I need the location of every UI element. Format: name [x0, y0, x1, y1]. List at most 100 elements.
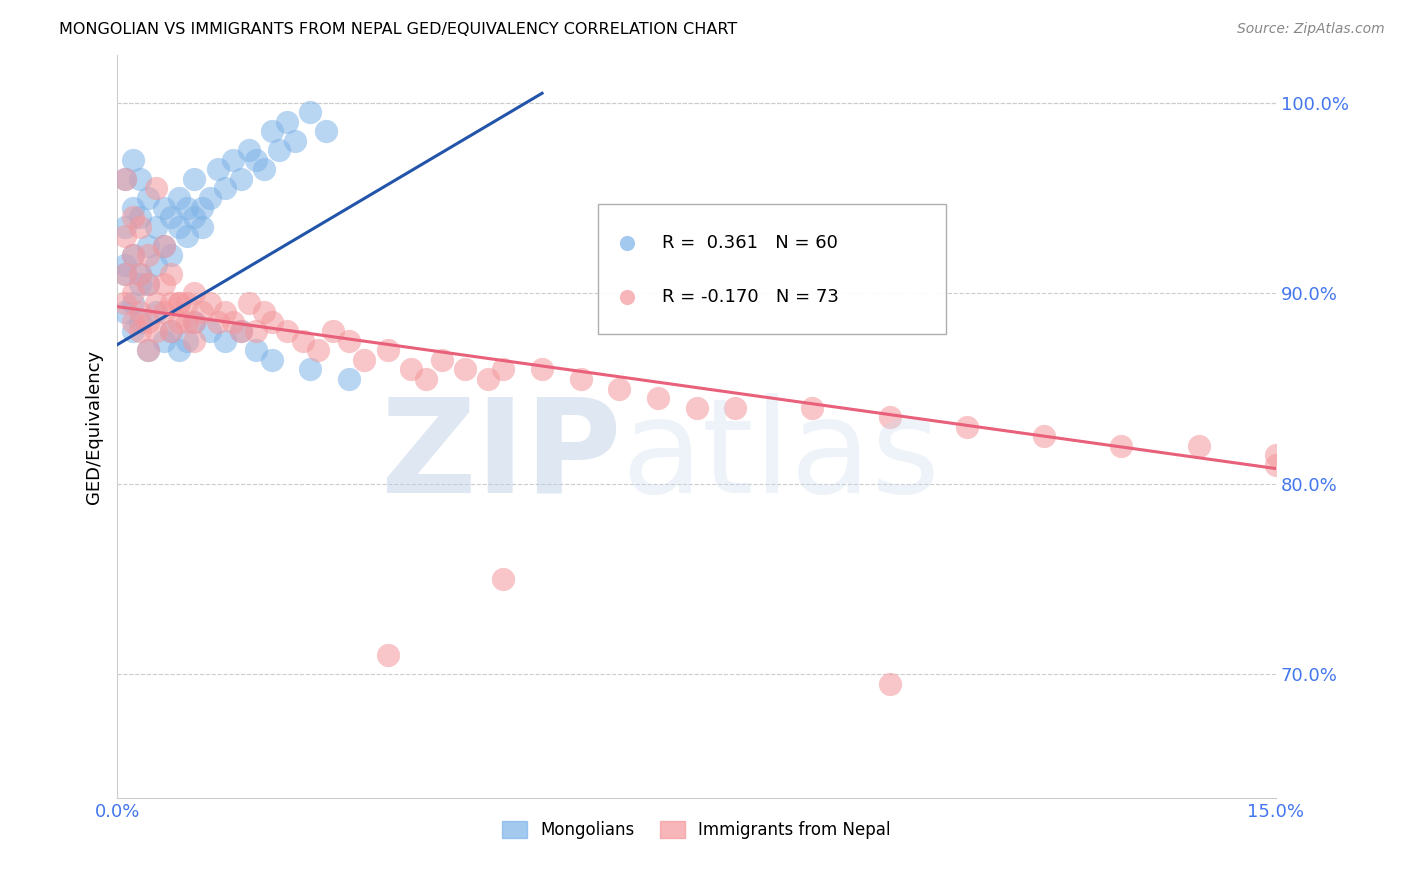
- Point: [114, 267, 136, 281]
- Point: [245, 343, 267, 358]
- Point: [121, 325, 143, 339]
- Point: [260, 315, 283, 329]
- Point: [322, 325, 344, 339]
- Point: [183, 315, 205, 329]
- Point: [114, 305, 136, 319]
- Legend: Mongolians, Immigrants from Nepal: Mongolians, Immigrants from Nepal: [496, 814, 897, 846]
- Point: [152, 238, 174, 252]
- Point: [167, 295, 190, 310]
- Point: [136, 343, 159, 358]
- Point: [245, 153, 267, 167]
- Point: [160, 295, 183, 310]
- Point: [114, 258, 136, 272]
- Point: [152, 201, 174, 215]
- Point: [245, 325, 267, 339]
- Point: [207, 162, 229, 177]
- Point: [229, 172, 252, 186]
- Point: [879, 677, 901, 691]
- Point: [191, 305, 214, 319]
- Point: [183, 210, 205, 224]
- Point: [129, 325, 152, 339]
- Point: [879, 410, 901, 425]
- Point: [685, 401, 707, 415]
- Point: [377, 648, 399, 663]
- Point: [569, 372, 592, 386]
- Point: [136, 248, 159, 262]
- Point: [276, 115, 298, 129]
- Point: [121, 201, 143, 215]
- Point: [1265, 458, 1288, 472]
- Point: [191, 201, 214, 215]
- Point: [160, 267, 183, 281]
- Point: [121, 153, 143, 167]
- Point: [145, 305, 167, 319]
- Point: [214, 334, 236, 348]
- Point: [238, 144, 260, 158]
- Point: [229, 325, 252, 339]
- FancyBboxPatch shape: [598, 203, 946, 334]
- Text: ZIP: ZIP: [380, 392, 621, 520]
- Point: [167, 315, 190, 329]
- Point: [121, 286, 143, 301]
- Point: [276, 325, 298, 339]
- Point: [801, 401, 824, 415]
- Point: [956, 419, 979, 434]
- Point: [160, 248, 183, 262]
- Point: [136, 277, 159, 291]
- Point: [1265, 448, 1288, 462]
- Point: [114, 229, 136, 244]
- Point: [152, 238, 174, 252]
- Point: [207, 315, 229, 329]
- Point: [260, 353, 283, 368]
- Point: [299, 362, 322, 376]
- Point: [253, 162, 276, 177]
- Point: [260, 124, 283, 138]
- Point: [198, 295, 221, 310]
- Point: [145, 295, 167, 310]
- Text: MONGOLIAN VS IMMIGRANTS FROM NEPAL GED/EQUIVALENCY CORRELATION CHART: MONGOLIAN VS IMMIGRANTS FROM NEPAL GED/E…: [59, 22, 737, 37]
- Point: [167, 343, 190, 358]
- Point: [284, 134, 307, 148]
- Point: [724, 401, 747, 415]
- Point: [121, 248, 143, 262]
- Y-axis label: GED/Equivalency: GED/Equivalency: [86, 350, 103, 504]
- Point: [183, 172, 205, 186]
- Point: [129, 172, 152, 186]
- Point: [129, 305, 152, 319]
- Point: [214, 305, 236, 319]
- Point: [129, 277, 152, 291]
- Point: [136, 315, 159, 329]
- Text: R = -0.170   N = 73: R = -0.170 N = 73: [662, 288, 839, 306]
- Point: [269, 144, 291, 158]
- Point: [198, 191, 221, 205]
- Point: [353, 353, 375, 368]
- Point: [152, 277, 174, 291]
- Point: [531, 362, 554, 376]
- Point: [222, 153, 245, 167]
- Point: [430, 353, 453, 368]
- Point: [152, 334, 174, 348]
- Point: [121, 248, 143, 262]
- Point: [167, 219, 190, 234]
- Point: [198, 325, 221, 339]
- Point: [129, 219, 152, 234]
- Point: [191, 219, 214, 234]
- Point: [114, 172, 136, 186]
- Point: [607, 382, 630, 396]
- Point: [415, 372, 437, 386]
- Point: [145, 181, 167, 195]
- Point: [454, 362, 477, 376]
- Point: [477, 372, 499, 386]
- Point: [160, 210, 183, 224]
- Point: [176, 229, 198, 244]
- Point: [337, 334, 360, 348]
- Text: atlas: atlas: [621, 392, 941, 520]
- Point: [183, 286, 205, 301]
- Point: [136, 238, 159, 252]
- Point: [492, 572, 515, 586]
- Point: [145, 325, 167, 339]
- Point: [121, 295, 143, 310]
- Point: [176, 295, 198, 310]
- Point: [1111, 439, 1133, 453]
- Text: Source: ZipAtlas.com: Source: ZipAtlas.com: [1237, 22, 1385, 37]
